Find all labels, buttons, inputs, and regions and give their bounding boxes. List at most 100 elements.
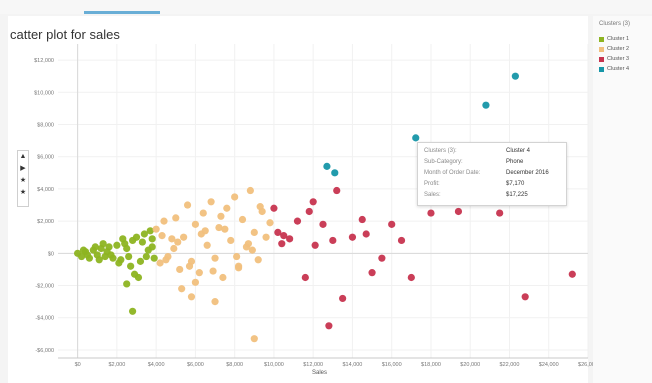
data-point bbox=[156, 259, 164, 267]
data-point bbox=[319, 220, 327, 228]
legend-swatch bbox=[599, 66, 604, 72]
arrow-right-icon[interactable]: ▶ bbox=[20, 165, 26, 172]
x-axis-title: Sales bbox=[312, 370, 328, 376]
x-tick-label: $12,000 bbox=[303, 362, 323, 368]
tooltip-value: $7,170 bbox=[506, 181, 525, 187]
view-toolbar[interactable]: ▲ ▶ ★ ★ bbox=[17, 150, 29, 207]
data-point bbox=[207, 198, 215, 206]
legend-item-cluster-1[interactable]: Cluster 1 bbox=[599, 35, 629, 43]
data-point bbox=[250, 228, 258, 236]
data-point bbox=[115, 259, 123, 267]
y-tick-label: $6,000 bbox=[37, 155, 54, 161]
tooltip-key: Month of Order Date: bbox=[424, 170, 481, 176]
y-tick-label: $0 bbox=[48, 251, 54, 257]
tooltip: Clusters (3): Cluster 4 Sub-Category: Ph… bbox=[417, 142, 567, 206]
legend-item-cluster-2[interactable]: Cluster 2 bbox=[599, 45, 629, 53]
data-point bbox=[123, 244, 131, 253]
x-tick-label: $24,000 bbox=[539, 362, 559, 368]
x-tick-label: $20,000 bbox=[460, 362, 480, 368]
data-point bbox=[195, 269, 203, 277]
data-point bbox=[107, 251, 115, 259]
data-point bbox=[219, 273, 227, 282]
data-point bbox=[172, 214, 180, 222]
legend-panel: Clusters (3) Cluster 1 Cluster 2 Cluster… bbox=[593, 16, 652, 383]
star-icon[interactable]: ★ bbox=[19, 189, 27, 196]
legend-label: Cluster 1 bbox=[607, 36, 630, 42]
star-icon[interactable]: ★ bbox=[19, 177, 27, 184]
legend-swatch bbox=[599, 56, 604, 62]
data-point bbox=[246, 186, 254, 195]
data-point bbox=[174, 238, 182, 246]
data-point bbox=[309, 198, 317, 206]
data-point bbox=[125, 252, 133, 261]
y-tick-label: -$2,000 bbox=[35, 284, 54, 290]
data-point bbox=[397, 236, 406, 245]
data-point bbox=[77, 252, 86, 261]
tooltip-key: Profit: bbox=[424, 181, 440, 187]
data-point bbox=[209, 267, 217, 275]
y-tick-label: -$4,000 bbox=[35, 316, 54, 322]
data-point bbox=[568, 270, 576, 278]
data-point bbox=[191, 278, 200, 286]
data-point bbox=[301, 273, 309, 282]
active-tab-indicator[interactable] bbox=[84, 11, 160, 14]
legend-swatch bbox=[599, 36, 604, 42]
data-point bbox=[91, 243, 99, 251]
data-point bbox=[362, 230, 370, 238]
tooltip-key: Clusters (3): bbox=[424, 148, 457, 154]
x-tick-label: $2,000 bbox=[108, 362, 125, 368]
data-point bbox=[146, 227, 154, 235]
data-point bbox=[142, 252, 150, 261]
x-tick-label: $10,000 bbox=[264, 362, 284, 368]
data-point bbox=[162, 256, 170, 264]
data-point bbox=[158, 232, 166, 240]
tooltip-row: Month of Order Date: December 2016 bbox=[424, 170, 549, 180]
data-point bbox=[333, 186, 341, 195]
data-point bbox=[233, 252, 241, 261]
legend-item-cluster-3[interactable]: Cluster 3 bbox=[599, 55, 629, 63]
data-point bbox=[329, 236, 337, 245]
data-point bbox=[278, 240, 286, 248]
data-point bbox=[482, 101, 490, 109]
y-tick-label: $10,000 bbox=[34, 90, 54, 96]
data-point bbox=[293, 217, 302, 225]
legend-label: Cluster 3 bbox=[607, 56, 630, 62]
data-point bbox=[274, 228, 282, 236]
data-point bbox=[160, 217, 168, 225]
data-point bbox=[227, 236, 235, 245]
data-point bbox=[123, 280, 131, 288]
data-point bbox=[119, 235, 127, 243]
data-point bbox=[148, 235, 156, 243]
data-point bbox=[238, 215, 247, 224]
legend-label: Cluster 2 bbox=[607, 46, 630, 52]
data-point bbox=[95, 256, 103, 264]
data-point bbox=[323, 162, 331, 170]
data-point bbox=[305, 207, 313, 216]
data-point bbox=[170, 244, 178, 253]
legend-label: Cluster 4 bbox=[607, 66, 630, 72]
data-point bbox=[368, 269, 376, 277]
data-point bbox=[511, 72, 519, 80]
data-point bbox=[248, 246, 256, 254]
arrow-up-icon[interactable]: ▲ bbox=[19, 153, 27, 160]
data-point bbox=[113, 241, 121, 249]
data-point bbox=[262, 233, 270, 241]
data-point bbox=[286, 235, 294, 243]
data-point bbox=[138, 238, 147, 246]
data-point bbox=[168, 235, 176, 243]
data-point bbox=[79, 246, 88, 254]
data-point bbox=[266, 219, 274, 227]
data-point bbox=[358, 215, 366, 224]
y-tick-label: $2,000 bbox=[37, 219, 54, 225]
page-title: catter plot for sales bbox=[10, 27, 120, 42]
legend-item-cluster-4[interactable]: Cluster 4 bbox=[599, 65, 629, 73]
data-point bbox=[150, 254, 158, 262]
data-point bbox=[176, 265, 184, 274]
data-point bbox=[132, 233, 141, 241]
data-point bbox=[270, 204, 278, 212]
data-point bbox=[427, 209, 435, 217]
y-tick-label: $8,000 bbox=[37, 123, 54, 129]
data-point bbox=[280, 232, 288, 240]
x-tick-label: $4,000 bbox=[148, 362, 165, 368]
x-tick-label: $0 bbox=[75, 362, 81, 368]
